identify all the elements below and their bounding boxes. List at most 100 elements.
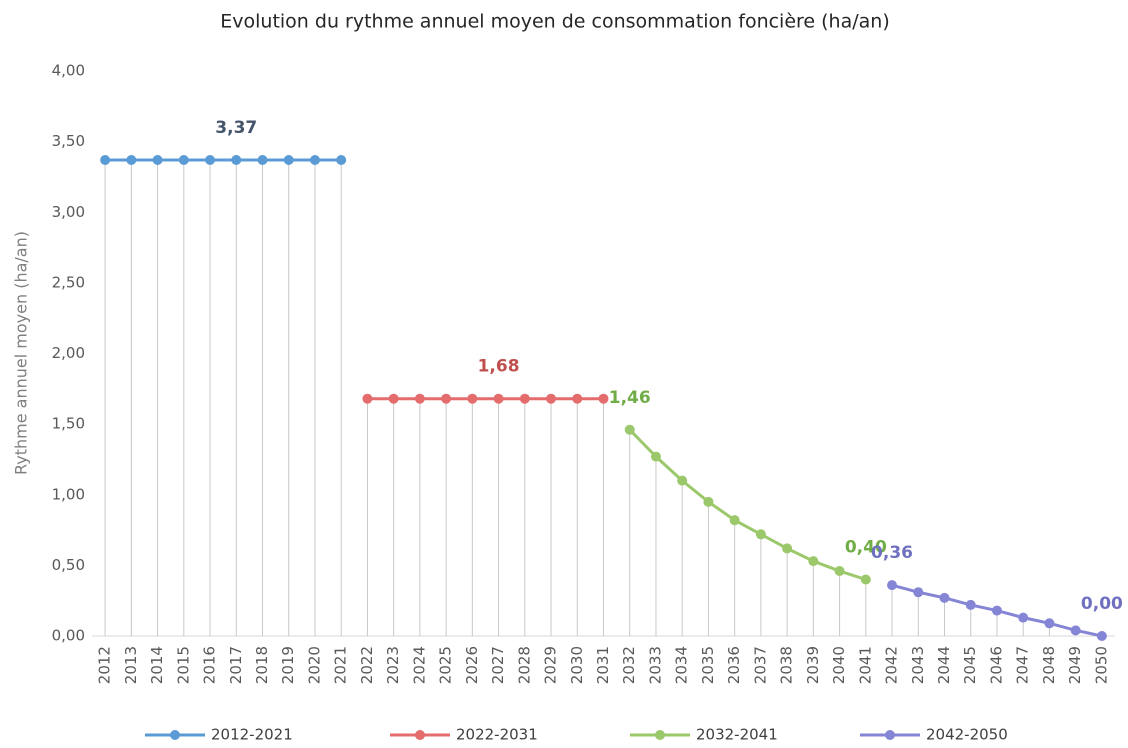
data-label: 0,40 <box>845 538 887 558</box>
x-tick-label: 2013 <box>122 646 140 684</box>
x-tick-label: 2031 <box>594 646 612 684</box>
y-axis-title: Rythme annuel moyen (ha/an) <box>12 231 31 475</box>
point <box>729 515 740 526</box>
x-tick-label: 2041 <box>856 646 874 684</box>
x-tick-label: 2043 <box>909 646 927 684</box>
x-tick-label: 2012 <box>96 646 114 684</box>
point <box>913 587 924 598</box>
point <box>178 154 189 165</box>
point <box>1044 618 1055 629</box>
data-label: 0,00 <box>1081 594 1123 614</box>
legend-marker <box>415 730 425 740</box>
y-tick-label: 0,00 <box>52 627 85 645</box>
point <box>650 451 661 462</box>
point <box>441 393 452 404</box>
x-tick-label: 2024 <box>410 646 428 684</box>
y-tick-label: 3,50 <box>52 132 85 150</box>
point <box>1070 625 1081 636</box>
point <box>991 605 1002 616</box>
y-tick-label: 0,50 <box>52 556 85 574</box>
point <box>309 154 320 165</box>
legend-label: 2042-2050 <box>926 726 1008 744</box>
x-tick-label: 2033 <box>646 646 664 684</box>
point <box>257 154 268 165</box>
x-tick-label: 2028 <box>515 646 533 684</box>
x-tick-label: 2017 <box>227 646 245 684</box>
y-tick-label: 1,00 <box>52 485 85 503</box>
x-tick-label: 2047 <box>1014 646 1032 684</box>
point <box>834 566 845 577</box>
point <box>598 393 609 404</box>
legend-marker <box>655 730 665 740</box>
x-tick-label: 2048 <box>1040 646 1058 684</box>
x-tick-label: 2014 <box>148 646 166 684</box>
y-tick-label: 4,00 <box>52 62 85 80</box>
point <box>362 393 373 404</box>
point <box>703 496 714 507</box>
data-label: 0,36 <box>871 543 913 563</box>
x-tick-label: 2036 <box>725 646 743 684</box>
x-tick-label: 2029 <box>542 646 560 684</box>
data-label: 1,68 <box>478 357 520 377</box>
x-tick-label: 2021 <box>332 646 350 684</box>
x-tick-label: 2023 <box>384 646 402 684</box>
point <box>152 154 163 165</box>
data-label: 3,37 <box>215 118 257 138</box>
x-tick-label: 2035 <box>699 646 717 684</box>
x-tick-label: 2030 <box>568 646 586 684</box>
x-tick-label: 2037 <box>751 646 769 684</box>
x-tick-label: 2025 <box>437 646 455 684</box>
point <box>860 574 871 585</box>
series-line <box>628 428 867 581</box>
x-tick-label: 2044 <box>935 646 953 684</box>
x-tick-label: 2026 <box>463 646 481 684</box>
point <box>939 592 950 603</box>
y-tick-label: 1,50 <box>52 415 85 433</box>
legend-label: 2022-2031 <box>456 726 538 744</box>
x-tick-label: 2042 <box>883 646 901 684</box>
point <box>1018 612 1029 623</box>
data-label: 1,46 <box>609 388 651 408</box>
point <box>572 393 583 404</box>
x-tick-label: 2016 <box>201 646 219 684</box>
x-tick-label: 2020 <box>305 646 323 684</box>
point <box>519 393 530 404</box>
x-tick-label: 2019 <box>279 646 297 684</box>
point <box>782 543 793 554</box>
x-tick-label: 2050 <box>1092 646 1110 684</box>
point <box>808 556 819 567</box>
point <box>414 393 425 404</box>
point <box>336 154 347 165</box>
x-tick-label: 2018 <box>253 646 271 684</box>
legend-label: 2012-2021 <box>211 726 293 744</box>
point <box>1096 631 1107 641</box>
legend-marker <box>170 730 180 740</box>
point <box>126 154 137 165</box>
point <box>887 580 898 591</box>
point <box>677 475 688 486</box>
point <box>546 393 557 404</box>
y-tick-label: 3,00 <box>52 203 85 221</box>
point <box>467 393 478 404</box>
x-tick-label: 2034 <box>673 646 691 684</box>
x-tick-label: 2027 <box>489 646 507 684</box>
y-tick-label: 2,00 <box>52 344 85 362</box>
y-tick-label: 2,50 <box>52 273 85 291</box>
point <box>388 393 399 404</box>
chart-title: Evolution du rythme annuel moyen de cons… <box>220 11 890 33</box>
x-tick-label: 2046 <box>987 646 1005 684</box>
legend-marker <box>885 730 895 740</box>
legend-label: 2032-2041 <box>696 726 778 744</box>
point <box>965 599 976 610</box>
x-tick-label: 2032 <box>620 646 638 684</box>
x-tick-label: 2038 <box>778 646 796 684</box>
x-tick-label: 2045 <box>961 646 979 684</box>
x-tick-label: 2040 <box>830 646 848 684</box>
x-tick-label: 2015 <box>174 646 192 684</box>
point <box>493 393 504 404</box>
x-tick-label: 2022 <box>358 646 376 684</box>
point <box>205 154 216 165</box>
x-tick-label: 2039 <box>804 646 822 684</box>
point <box>231 154 242 165</box>
